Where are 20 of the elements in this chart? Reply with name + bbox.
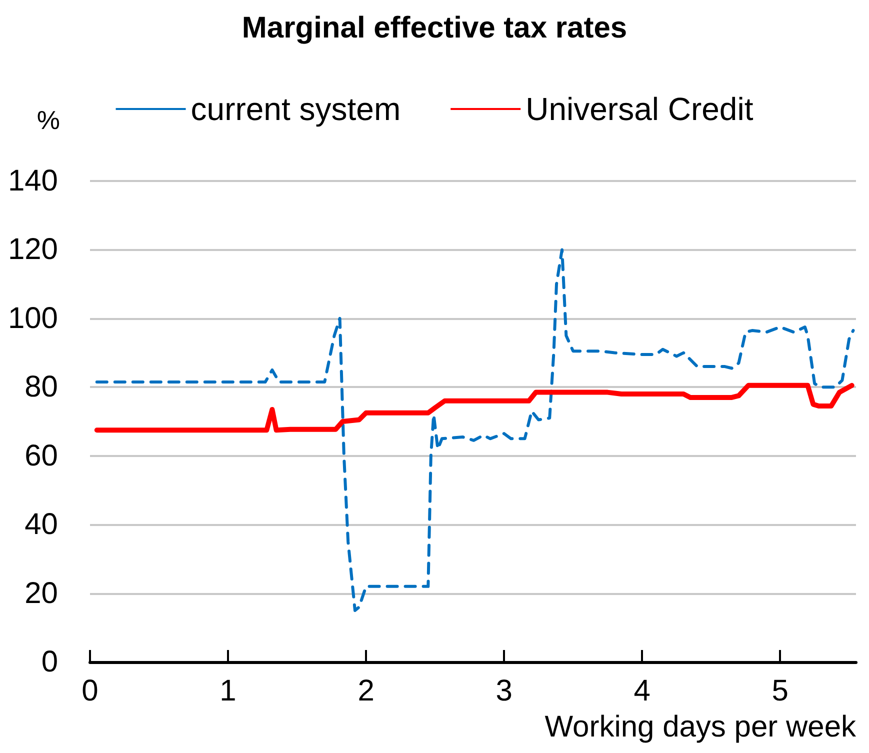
x-tick-label: 4 xyxy=(634,674,650,708)
line-series xyxy=(95,248,855,612)
x-tick-label: 3 xyxy=(496,674,512,708)
x-tick-label: 1 xyxy=(220,674,236,708)
y-tick-label: 120 xyxy=(8,233,58,266)
legend-label: current system xyxy=(190,91,401,127)
y-tick-label: 0 xyxy=(41,646,58,678)
y-tick-label: 40 xyxy=(24,508,58,542)
x-axis-title: Working days per week xyxy=(544,710,857,744)
y-tick-label: 140 xyxy=(8,164,58,198)
y-tick-label: 20 xyxy=(24,576,58,610)
y-axis-title: % xyxy=(36,105,60,135)
x-tick-label: 5 xyxy=(772,674,788,708)
y-tick-label: 100 xyxy=(8,302,58,335)
y-tick-label: 80 xyxy=(24,370,58,404)
chart-title: Marginal effective tax rates xyxy=(242,12,628,44)
y-tick-label: 60 xyxy=(24,439,58,472)
legend-label: Universal Credit xyxy=(526,91,754,127)
x-tick-label: 2 xyxy=(358,674,374,708)
x-tick-label: 0 xyxy=(82,674,98,708)
